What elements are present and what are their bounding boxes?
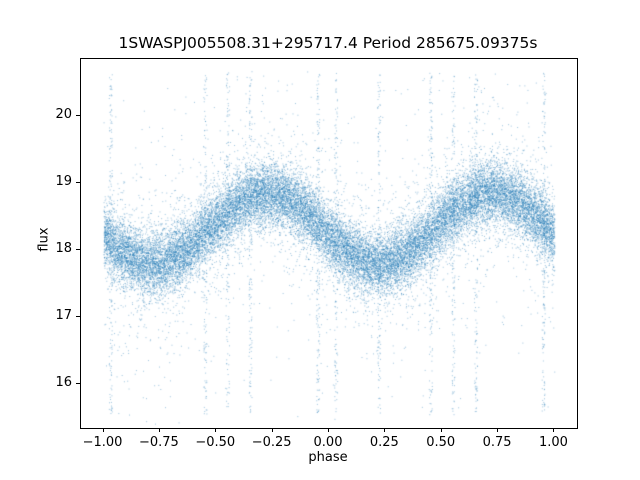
x-tick-mark [102, 428, 104, 432]
y-tick-label: 19 [55, 174, 72, 190]
x-tick-label: −0.75 [138, 435, 179, 450]
plot-area [80, 58, 578, 429]
y-tick-mark [76, 249, 80, 251]
y-axis-label: flux [36, 227, 52, 252]
y-tick-mark [76, 115, 80, 117]
x-tick-mark [328, 428, 329, 432]
y-tick-label: 17 [55, 308, 72, 324]
x-tick-mark [271, 428, 273, 432]
y-tick-label: 18 [55, 241, 72, 257]
y-tick-label: 20 [55, 107, 72, 123]
x-tick-label: −1.00 [82, 435, 123, 450]
x-tick-mark [553, 428, 555, 432]
x-tick-label: 0.00 [313, 435, 343, 450]
x-tick-label: −0.25 [251, 435, 292, 450]
x-tick-mark [497, 428, 499, 432]
x-tick-mark [215, 428, 217, 432]
y-tick-label: 16 [55, 375, 72, 391]
x-tick-label: 0.25 [369, 435, 399, 450]
x-tick-mark [158, 428, 160, 432]
scatter-points-canvas [81, 59, 577, 428]
x-axis-label: phase [308, 450, 348, 465]
x-tick-label: −0.50 [195, 435, 236, 450]
x-tick-mark [440, 428, 442, 432]
x-tick-label: 1.00 [538, 435, 568, 450]
chart-title: 1SWASPJ005508.31+295717.4 Period 285675.… [118, 34, 538, 52]
y-tick-mark [76, 182, 80, 184]
y-tick-mark [76, 316, 80, 318]
x-tick-mark [384, 428, 386, 432]
x-tick-label: 0.75 [482, 435, 512, 450]
x-tick-label: 0.50 [426, 435, 456, 450]
y-tick-mark [76, 383, 80, 385]
